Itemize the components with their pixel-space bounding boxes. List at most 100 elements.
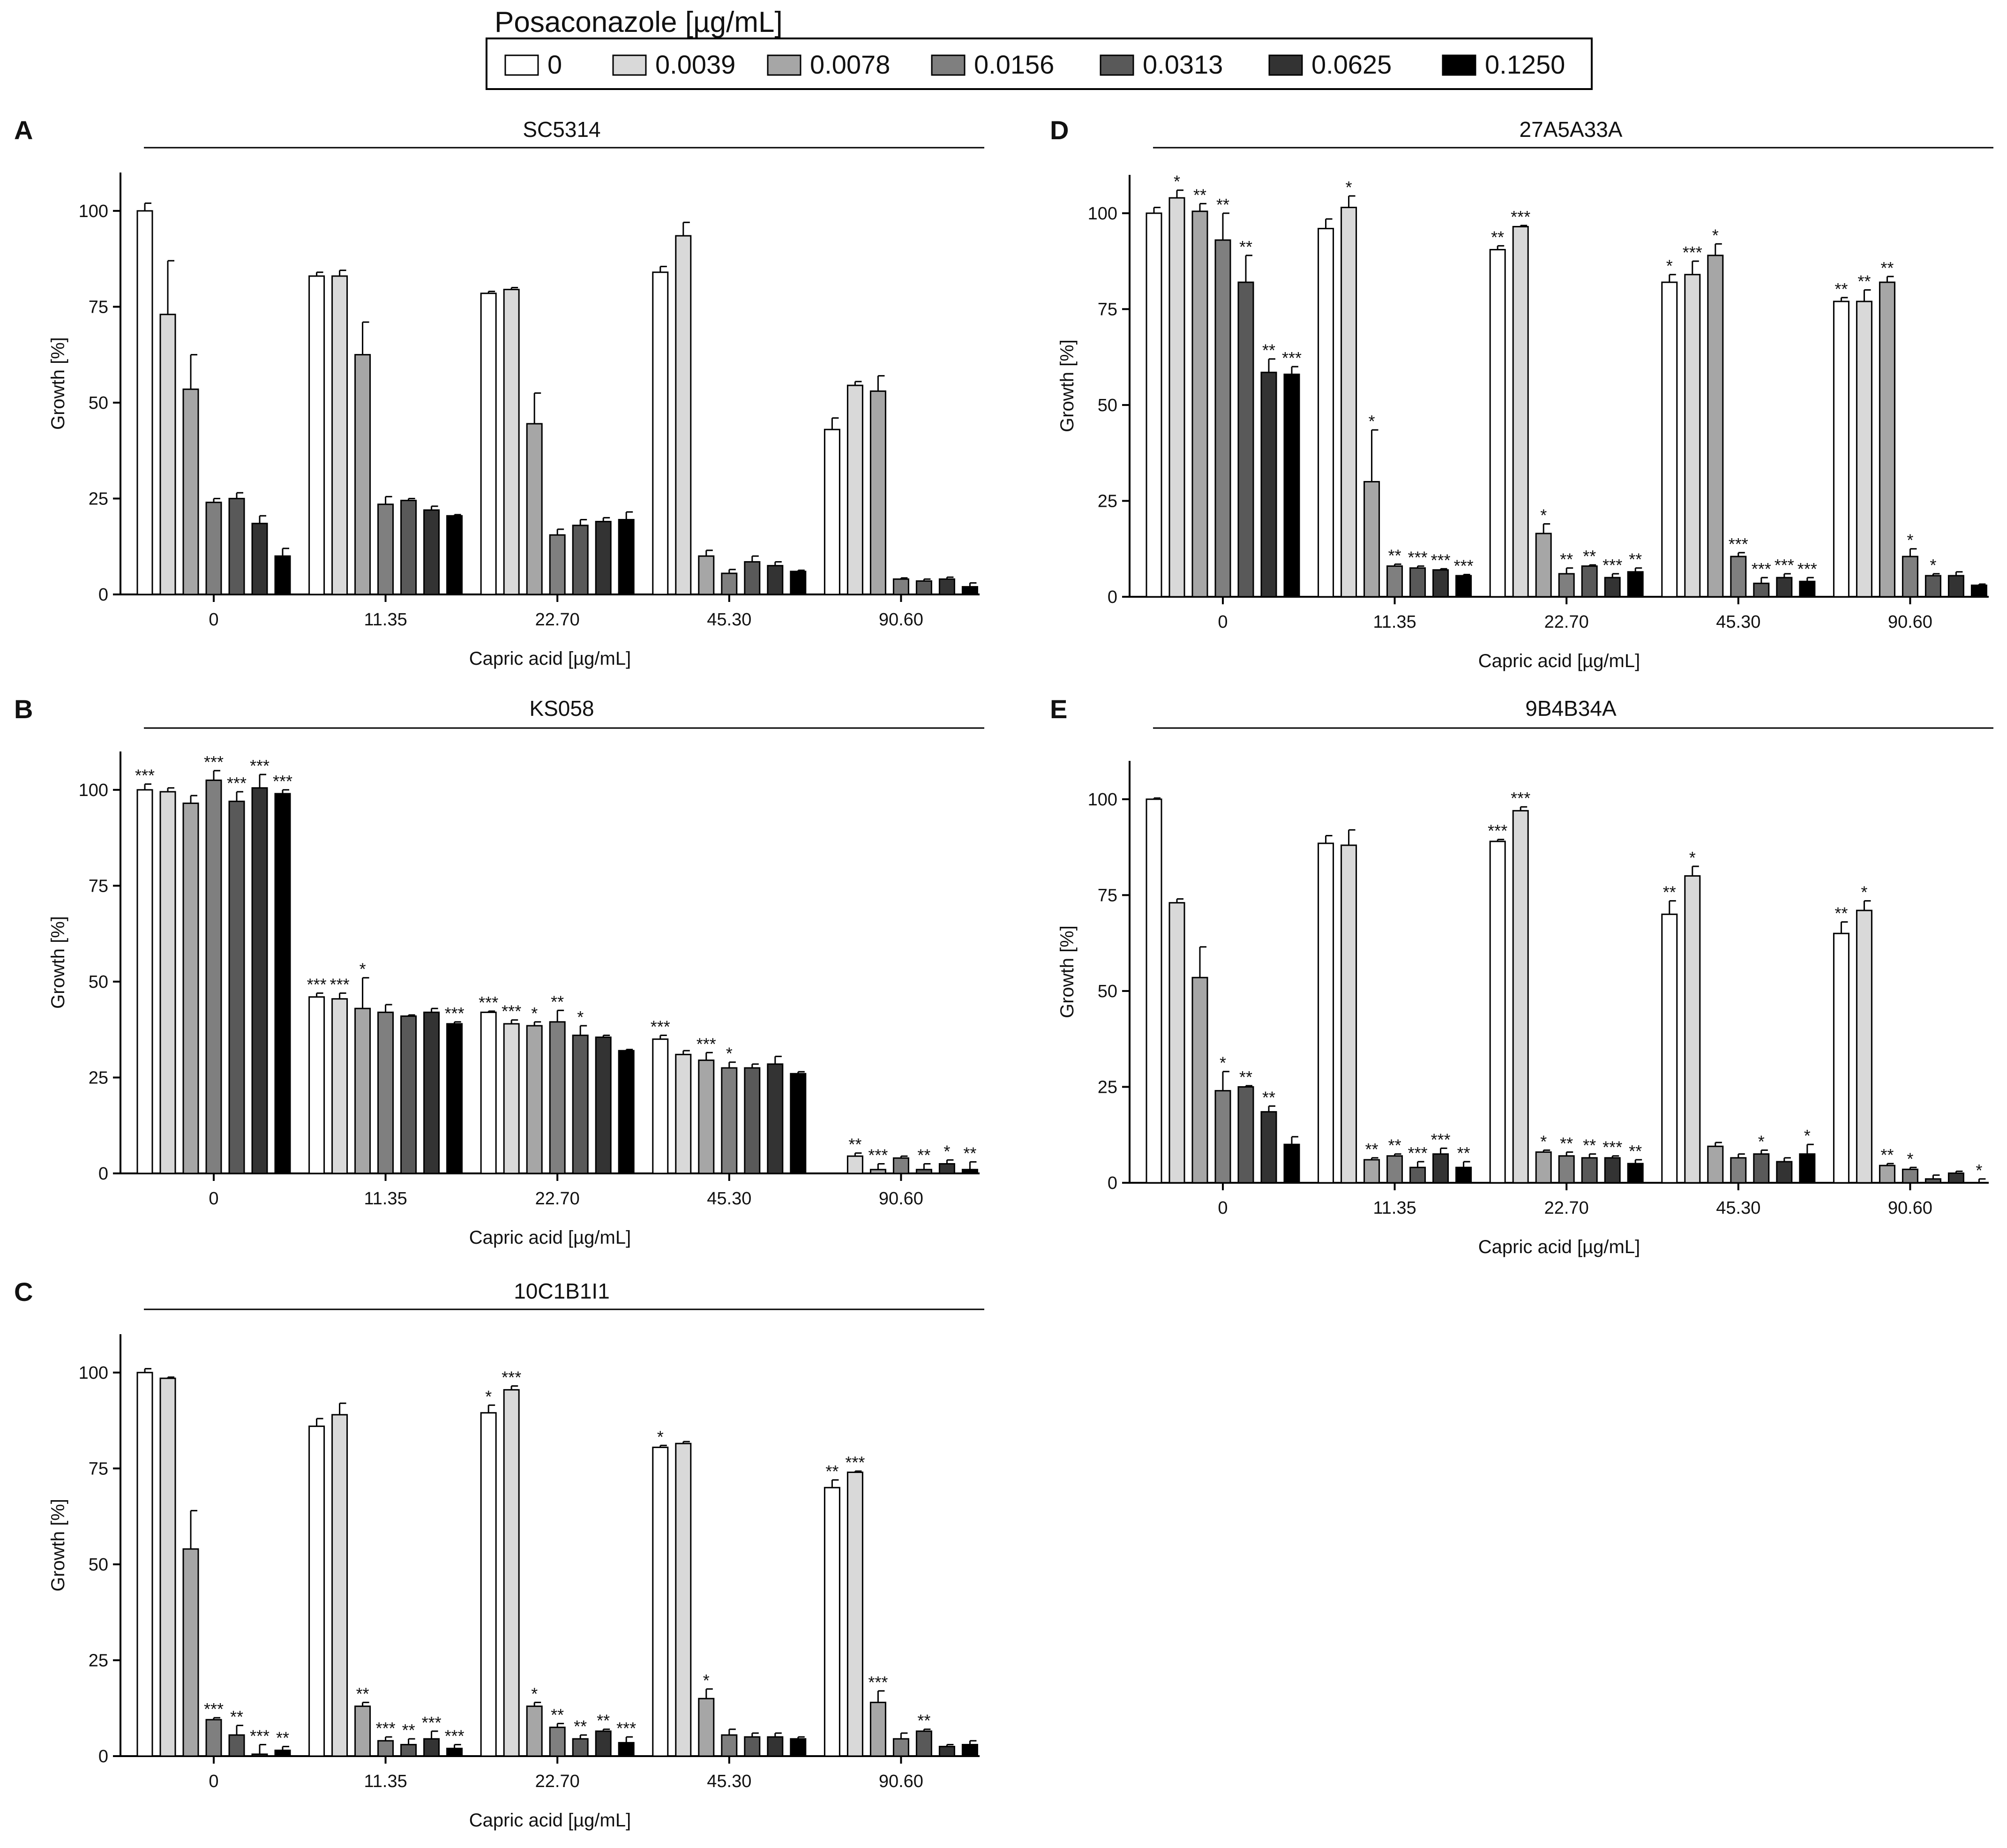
panel-c-ytick-label-4: 100 bbox=[79, 1363, 108, 1383]
panel-d-xlabel: Capric acid [µg/mL] bbox=[1478, 651, 1640, 671]
panel-c-bar-c0-s2 bbox=[182, 1548, 199, 1757]
panel-b-bar-c2-s2 bbox=[526, 1025, 543, 1174]
panel-d-bar-c0-s2 bbox=[1191, 210, 1208, 598]
panel-b-ytick-label-1: 25 bbox=[89, 1068, 108, 1088]
panel-e-sig-c2-s3: ** bbox=[1560, 1134, 1573, 1153]
panel-d-sig-c0-s6: *** bbox=[1282, 348, 1302, 368]
panel-d-sig-c4-s3: * bbox=[1907, 531, 1913, 550]
panel-c-ylabel: Growth [%] bbox=[48, 1499, 68, 1592]
panel-e-sig-c4-s2: ** bbox=[1880, 1145, 1894, 1164]
panel-a-bar-c1-s6 bbox=[446, 515, 463, 595]
panel-d-bar-c2-s1 bbox=[1512, 225, 1529, 598]
panel-a-bar-c3-s0 bbox=[652, 271, 669, 595]
panel-c-bar-c0-s5 bbox=[251, 1753, 268, 1757]
panel-d-bar-c2-s2 bbox=[1535, 533, 1552, 598]
panel-b-sig-c3-s3: * bbox=[726, 1044, 733, 1063]
panel-c-bar-c4-s4 bbox=[915, 1730, 932, 1757]
panel-c-bar-c1-s2 bbox=[354, 1705, 371, 1757]
panel-a-bar-c1-s1 bbox=[331, 275, 348, 595]
panel-b-bar-c2-s0 bbox=[480, 1011, 497, 1174]
panel-c-bar-c3-s0 bbox=[652, 1446, 669, 1757]
panel-c-xtick-label-2: 22.70 bbox=[535, 1772, 580, 1791]
panel-d-bar-c3-s0 bbox=[1661, 281, 1678, 598]
panel-e-sig-c3-s4: * bbox=[1758, 1132, 1765, 1151]
panel-e-bar-c3-s6 bbox=[1799, 1153, 1816, 1184]
panel-b-bar-c2-s4 bbox=[572, 1034, 589, 1174]
panel-c-xtick-label-4: 90.60 bbox=[879, 1772, 923, 1791]
panel-e-bar-c3-s1 bbox=[1684, 875, 1701, 1184]
panel-d-bar-c0-s4 bbox=[1237, 281, 1254, 598]
panel-e-sig-c4-s1: * bbox=[1861, 883, 1867, 902]
panel-c-sig-c2-s6: *** bbox=[616, 1719, 636, 1738]
legend-label-3: 0.0156 bbox=[974, 50, 1054, 79]
panel-a-bar-c3-s4 bbox=[744, 561, 761, 595]
panel-e-sig-c4-s0: ** bbox=[1835, 904, 1848, 923]
panel-a-bar-c0-s5 bbox=[251, 523, 268, 595]
panel-d-sig-c3-s0: * bbox=[1666, 256, 1673, 276]
panel-d-title: 27A5A33A bbox=[1520, 117, 1623, 142]
panel-c-xtick-label-1: 11.35 bbox=[364, 1772, 407, 1791]
panel-b-bar-c4-s1 bbox=[846, 1155, 863, 1174]
panel-e-sig-c1-s3: ** bbox=[1388, 1136, 1401, 1155]
panel-e-sig-c0-s5: ** bbox=[1262, 1088, 1275, 1107]
panel-a-xtick-label-4: 90.60 bbox=[879, 610, 923, 630]
panel-d-sig-c1-s1: * bbox=[1346, 178, 1352, 197]
panel-c-sig-c4-s0: ** bbox=[825, 1462, 839, 1481]
panel-c: C 10C1B1I1 0 25 50 75 100 Growth [%] Capric acid… bbox=[14, 1277, 984, 1831]
panel-c-sig-c1-s6: *** bbox=[445, 1726, 464, 1745]
panel-a-bar-c4-s2 bbox=[869, 390, 886, 595]
panel-c-sig-c2-s3: ** bbox=[551, 1705, 564, 1724]
panel-b-xtick-label-3: 45.30 bbox=[707, 1189, 751, 1209]
panel-e-xlabel: Capric acid [µg/mL] bbox=[1478, 1237, 1640, 1257]
panel-e-bar-c0-s4 bbox=[1237, 1086, 1254, 1184]
panel-b-bar-c0-s3 bbox=[205, 779, 222, 1174]
panel-e-sig-c1-s5: *** bbox=[1431, 1130, 1451, 1149]
panel-d-sig-c2-s1: *** bbox=[1511, 207, 1530, 226]
panel-c-sig-c1-s5: *** bbox=[422, 1713, 442, 1732]
panel-c-sig-c4-s2: *** bbox=[868, 1673, 888, 1692]
panel-a-bar-c2-s1 bbox=[503, 289, 520, 595]
panel-d-bar-c1-s2 bbox=[1363, 481, 1380, 598]
panel-c-sig-c0-s5: *** bbox=[250, 1726, 270, 1745]
panel-c-xtick-label-3: 45.30 bbox=[707, 1772, 751, 1791]
panel-d-xtick-label-0: 0 bbox=[1218, 612, 1228, 632]
panel-a-bar-c0-s1 bbox=[159, 314, 176, 595]
panel-b-sig-c4-s4: ** bbox=[917, 1146, 930, 1165]
panel-a-bar-c1-s4 bbox=[400, 500, 417, 595]
panel-e-letter: E bbox=[1050, 694, 1067, 724]
panel-b-sig-c3-s2: *** bbox=[696, 1034, 716, 1053]
panel-d-sig-c2-s0: ** bbox=[1491, 227, 1504, 247]
panel-e-sig-c2-s6: ** bbox=[1629, 1142, 1642, 1161]
panel-b: B KS058 0 25 50 75 100 Growth [%] Capric acid [µ… bbox=[14, 694, 984, 1248]
panel-e-bar-c2-s4 bbox=[1581, 1157, 1598, 1184]
panel-e-bar-c3-s4 bbox=[1753, 1153, 1770, 1184]
panel-d-sig-c1-s4: *** bbox=[1408, 548, 1428, 567]
panel-d-sig-c2-s3: ** bbox=[1560, 550, 1573, 569]
panel-c-xtick-label-0: 0 bbox=[209, 1772, 218, 1791]
panel-c-bar-c0-s1 bbox=[159, 1377, 176, 1757]
panel-e-bar-c2-s3 bbox=[1558, 1155, 1575, 1184]
panel-d-bar-c4-s0 bbox=[1833, 300, 1850, 598]
panel-b-bar-c3-s6 bbox=[790, 1073, 807, 1174]
panel-c-bar-c4-s3 bbox=[892, 1738, 909, 1757]
panel-e-sig-c3-s0: ** bbox=[1663, 883, 1676, 902]
legend-title: Posaconazole [µg/mL] bbox=[494, 6, 783, 38]
legend-swatch-3 bbox=[931, 54, 966, 76]
panel-d-bar-c3-s6 bbox=[1799, 580, 1816, 598]
panel-a-bar-c0-s3 bbox=[205, 502, 222, 595]
legend-label-5: 0.0625 bbox=[1311, 50, 1392, 79]
panel-b-xtick-label-0: 0 bbox=[209, 1189, 218, 1209]
panel-d-bar-c0-s6 bbox=[1283, 373, 1300, 598]
panel-c-bar-c1-s0 bbox=[308, 1425, 325, 1757]
panel-d-sig-c1-s5: *** bbox=[1431, 550, 1451, 570]
panel-d-bar-c3-s3 bbox=[1730, 556, 1747, 598]
panel-b-title: KS058 bbox=[529, 696, 594, 721]
panel-c-bar-c2-s5 bbox=[595, 1730, 612, 1757]
panel-e-bar-c1-s4 bbox=[1409, 1166, 1426, 1184]
panel-e-sig-c4-s3: * bbox=[1907, 1149, 1913, 1168]
panel-a-bar-c3-s6 bbox=[790, 571, 807, 595]
panel-b-bar-c1-s0 bbox=[308, 996, 325, 1174]
panel-b-bar-c0-s4 bbox=[228, 800, 245, 1174]
panel-c-bar-c4-s6 bbox=[961, 1743, 978, 1757]
panel-e-bar-c2-s5 bbox=[1604, 1157, 1621, 1184]
